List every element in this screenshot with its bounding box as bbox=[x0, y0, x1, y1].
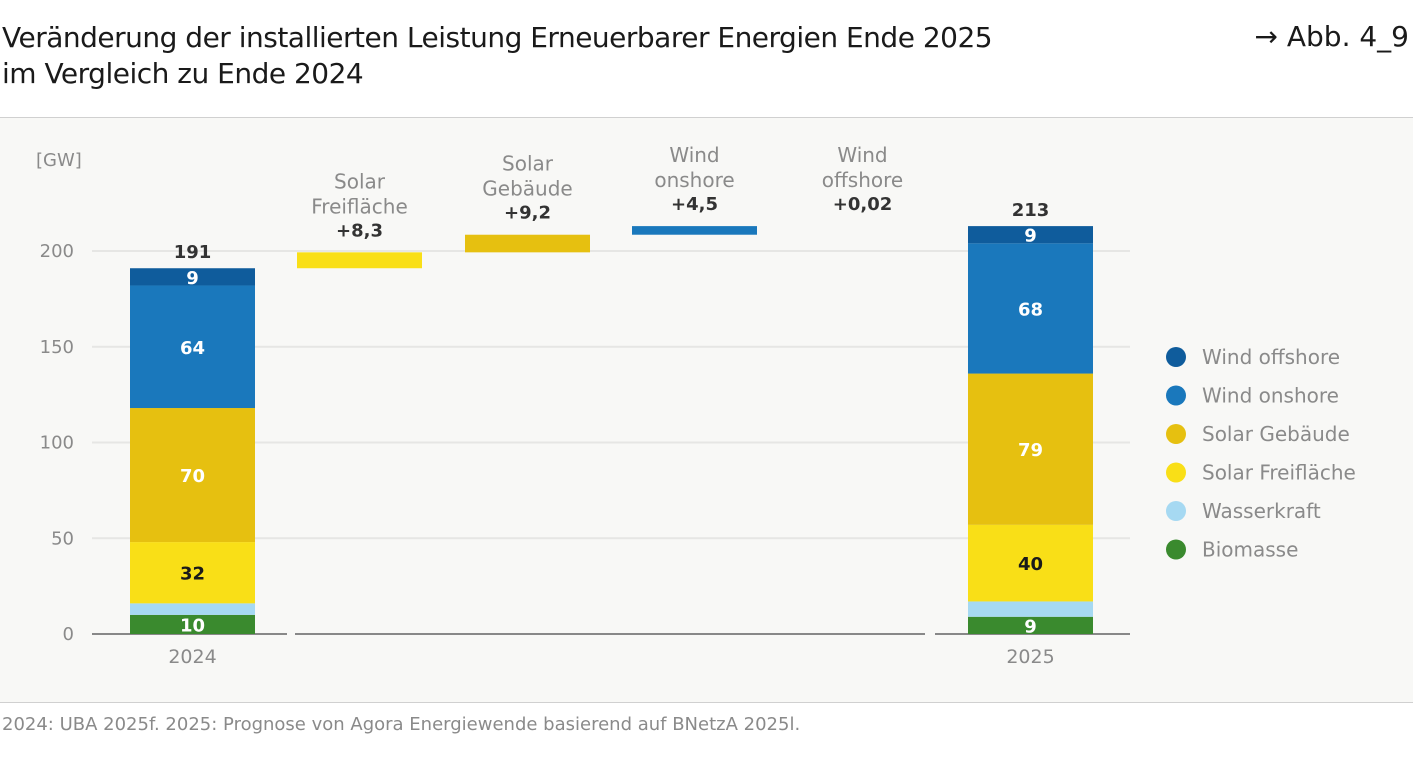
change-category-label: offshore bbox=[822, 168, 903, 192]
bar-segment-solar-freifläche bbox=[968, 524, 1093, 602]
legend-marker bbox=[1166, 539, 1186, 560]
x-tick-label: 2025 bbox=[1006, 646, 1054, 668]
y-tick-label: 100 bbox=[40, 433, 74, 454]
change-value-label: +8,3 bbox=[336, 220, 383, 241]
y-tick-label: 150 bbox=[40, 337, 74, 358]
bar-value-label: 64 bbox=[180, 338, 205, 359]
change-category-label: Wind bbox=[837, 143, 887, 167]
bar-total-label: 213 bbox=[1012, 200, 1050, 221]
legend-label: Wind offshore bbox=[1202, 345, 1340, 369]
bar-segment-wasserkraft bbox=[130, 603, 255, 615]
bar-segment-wasserkraft bbox=[968, 601, 1093, 617]
bar-value-label: 9 bbox=[186, 268, 199, 289]
change-category-label: Wind bbox=[669, 143, 719, 167]
source-note: 2024: UBA 2025f. 2025: Prognose von Agor… bbox=[2, 714, 801, 735]
change-category-label: Gebäude bbox=[482, 177, 572, 201]
legend-marker bbox=[1166, 462, 1186, 483]
change-category-label: Solar bbox=[502, 152, 554, 176]
bar-value-label: 68 bbox=[1018, 299, 1043, 320]
y-axis-label: [GW] bbox=[36, 150, 82, 171]
bar-segment-wind-onshore bbox=[130, 285, 255, 409]
legend-label: Wind onshore bbox=[1202, 384, 1339, 408]
figure-reference: → Abb. 4_9 bbox=[1254, 20, 1410, 53]
bar-value-label: 32 bbox=[180, 564, 205, 585]
x-tick-label: 2024 bbox=[168, 646, 216, 668]
bar-segment-wind-offshore bbox=[968, 226, 1093, 244]
bar-segment-solar-freifläche bbox=[130, 542, 255, 604]
bar-segment-wind-offshore bbox=[130, 268, 255, 286]
bar-segment-biomasse bbox=[968, 616, 1093, 634]
bar-segment-solar-gebäude bbox=[968, 373, 1093, 525]
legend-label: Solar Gebäude bbox=[1202, 422, 1350, 446]
bar-value-label: 9 bbox=[1024, 616, 1037, 637]
bar-value-label: 9 bbox=[1024, 226, 1037, 247]
y-tick-label: 0 bbox=[63, 624, 74, 645]
legend-marker bbox=[1166, 424, 1186, 444]
bar-segment-solar-gebäude bbox=[130, 408, 255, 543]
bar-segment-wind-onshore bbox=[968, 243, 1093, 374]
change-category-label: Freifläche bbox=[311, 194, 408, 218]
legend-label: Wasserkraft bbox=[1202, 499, 1321, 523]
change-value-label: +4,5 bbox=[671, 194, 718, 215]
change-value-label: +9,2 bbox=[504, 203, 551, 224]
legend-marker bbox=[1166, 385, 1186, 406]
change-bar bbox=[465, 234, 590, 253]
legend-marker bbox=[1166, 501, 1186, 521]
y-tick-label: 200 bbox=[40, 241, 74, 262]
chart-title: Veränderung der installierten Leistung E… bbox=[2, 20, 993, 92]
legend-marker bbox=[1166, 347, 1186, 367]
legend-label: Biomasse bbox=[1202, 538, 1298, 562]
title-line-2: im Vergleich zu Ende 2024 bbox=[2, 57, 364, 90]
change-category-label: onshore bbox=[654, 168, 734, 192]
bar-value-label: 40 bbox=[1018, 554, 1043, 575]
change-category-label: Solar bbox=[334, 169, 386, 193]
change-value-label: +0,02 bbox=[833, 194, 893, 215]
bar-total-label: 191 bbox=[174, 242, 212, 263]
bar-value-label: 70 bbox=[180, 466, 205, 487]
change-bar bbox=[297, 252, 422, 269]
title-line-1: Veränderung der installierten Leistung E… bbox=[2, 21, 993, 54]
bar-value-label: 10 bbox=[180, 615, 205, 636]
bar-segment-biomasse bbox=[130, 614, 255, 634]
change-bar bbox=[632, 226, 757, 235]
y-tick-label: 50 bbox=[51, 528, 74, 549]
legend-label: Solar Freifläche bbox=[1202, 461, 1356, 485]
bar-value-label: 79 bbox=[1018, 440, 1043, 461]
